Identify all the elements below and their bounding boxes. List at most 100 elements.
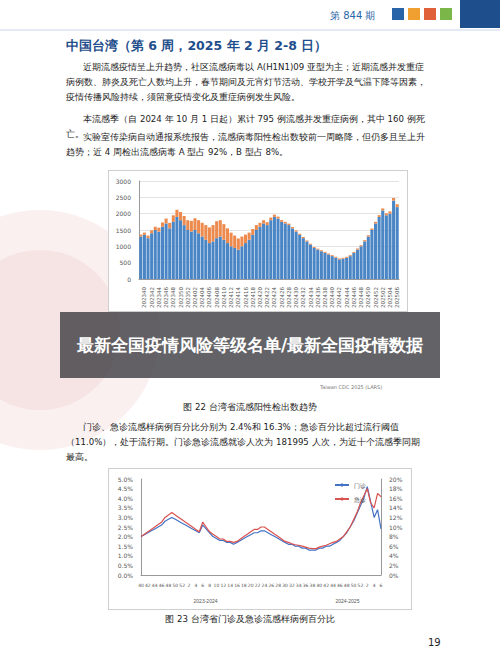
svg-text:202450: 202450: [365, 287, 371, 308]
svg-text:3.5%: 3.5%: [118, 504, 134, 511]
svg-text:44: 44: [330, 583, 336, 588]
svg-text:22: 22: [255, 583, 261, 588]
svg-text:46: 46: [337, 583, 343, 588]
svg-text:202442: 202442: [336, 287, 342, 308]
svg-text:2.0%: 2.0%: [118, 533, 134, 540]
svg-text:50: 50: [351, 583, 357, 588]
svg-text:202402: 202402: [192, 287, 198, 308]
svg-text:202340: 202340: [141, 287, 147, 308]
svg-text:6: 6: [201, 583, 204, 588]
svg-text:202452: 202452: [373, 287, 379, 308]
svg-text:38: 38: [310, 583, 316, 588]
svg-text:8%: 8%: [389, 533, 399, 540]
svg-text:202430: 202430: [293, 287, 299, 308]
svg-text:202414: 202414: [235, 287, 241, 308]
svg-text:202408: 202408: [214, 287, 220, 308]
svg-text:1500: 1500: [116, 227, 131, 234]
svg-text:2.5%: 2.5%: [118, 524, 134, 531]
svg-text:202444: 202444: [344, 287, 350, 308]
svg-text:2%: 2%: [389, 562, 399, 569]
svg-text:18%: 18%: [389, 485, 403, 492]
svg-text:202438: 202438: [322, 287, 328, 308]
svg-text:急诊: 急诊: [353, 496, 366, 503]
svg-text:20%: 20%: [389, 476, 403, 483]
svg-text:48: 48: [344, 583, 350, 588]
svg-text:32: 32: [289, 583, 295, 588]
svg-text:202342: 202342: [149, 287, 155, 308]
svg-text:2: 2: [188, 583, 191, 588]
svg-text:202506: 202506: [394, 287, 400, 308]
svg-text:0.5%: 0.5%: [118, 562, 134, 569]
svg-text:12%: 12%: [389, 514, 403, 521]
svg-text:4: 4: [373, 583, 376, 588]
svg-text:30: 30: [282, 583, 288, 588]
svg-text:202432: 202432: [300, 287, 306, 308]
svg-text:42: 42: [145, 583, 151, 588]
svg-text:16: 16: [234, 583, 240, 588]
svg-text:202348: 202348: [170, 287, 176, 308]
svg-text:202426: 202426: [279, 287, 285, 308]
svg-text:1000: 1000: [116, 243, 131, 250]
svg-text:6: 6: [380, 583, 383, 588]
svg-text:3.0%: 3.0%: [118, 514, 134, 521]
svg-text:202436: 202436: [315, 287, 321, 308]
svg-text:0%: 0%: [389, 572, 399, 579]
svg-text:5.0%: 5.0%: [118, 476, 134, 483]
svg-text:202502: 202502: [380, 287, 386, 308]
svg-text:1.0%: 1.0%: [118, 552, 134, 559]
svg-text:2024-2025: 2024-2025: [336, 598, 360, 604]
svg-text:4%: 4%: [389, 552, 399, 559]
svg-text:6%: 6%: [389, 543, 399, 550]
svg-text:14: 14: [227, 583, 233, 588]
svg-text:202404: 202404: [199, 287, 205, 308]
svg-text:202504: 202504: [387, 287, 393, 308]
svg-text:12: 12: [220, 583, 226, 588]
svg-text:2000: 2000: [116, 210, 131, 217]
svg-text:3000: 3000: [116, 178, 131, 185]
svg-text:8: 8: [208, 583, 211, 588]
svg-text:202350: 202350: [178, 287, 184, 308]
svg-text:202418: 202418: [250, 287, 256, 308]
svg-text:202448: 202448: [358, 287, 364, 308]
svg-text:202434: 202434: [308, 287, 314, 308]
svg-text:0: 0: [127, 276, 131, 283]
svg-text:36: 36: [303, 583, 309, 588]
svg-text:2023-2024: 2023-2024: [194, 598, 218, 604]
svg-text:1.5%: 1.5%: [118, 543, 134, 550]
svg-text:48: 48: [166, 583, 172, 588]
svg-text:202346: 202346: [163, 287, 169, 308]
svg-text:10%: 10%: [389, 524, 403, 531]
svg-text:44: 44: [152, 583, 158, 588]
svg-text:50: 50: [172, 583, 178, 588]
svg-text:500: 500: [120, 259, 132, 266]
svg-text:24: 24: [262, 583, 268, 588]
svg-text:202446: 202446: [351, 287, 357, 308]
svg-text:52: 52: [358, 583, 364, 588]
svg-text:202344: 202344: [156, 287, 162, 308]
svg-text:42: 42: [323, 583, 329, 588]
svg-text:202424: 202424: [271, 287, 277, 308]
svg-text:4: 4: [194, 583, 197, 588]
svg-text:门诊: 门诊: [354, 482, 366, 489]
svg-text:202440: 202440: [329, 287, 335, 308]
svg-text:202352: 202352: [185, 287, 191, 308]
svg-text:202420: 202420: [257, 287, 263, 308]
svg-text:202410: 202410: [221, 287, 227, 308]
svg-text:4.5%: 4.5%: [118, 485, 134, 492]
svg-text:34: 34: [296, 583, 302, 588]
svg-text:16%: 16%: [389, 495, 403, 502]
svg-text:52: 52: [179, 583, 185, 588]
svg-text:4.0%: 4.0%: [118, 495, 134, 502]
svg-text:14%: 14%: [389, 504, 403, 511]
svg-text:46: 46: [159, 583, 165, 588]
svg-text:2: 2: [366, 583, 369, 588]
svg-text:202422: 202422: [264, 287, 270, 308]
svg-text:20: 20: [248, 583, 254, 588]
svg-text:202406: 202406: [206, 287, 212, 308]
svg-text:40: 40: [138, 583, 144, 588]
svg-text:202412: 202412: [228, 287, 234, 308]
svg-text:0.0%: 0.0%: [118, 572, 134, 579]
svg-text:202416: 202416: [243, 287, 249, 308]
svg-text:28: 28: [275, 583, 281, 588]
svg-text:202428: 202428: [286, 287, 292, 308]
